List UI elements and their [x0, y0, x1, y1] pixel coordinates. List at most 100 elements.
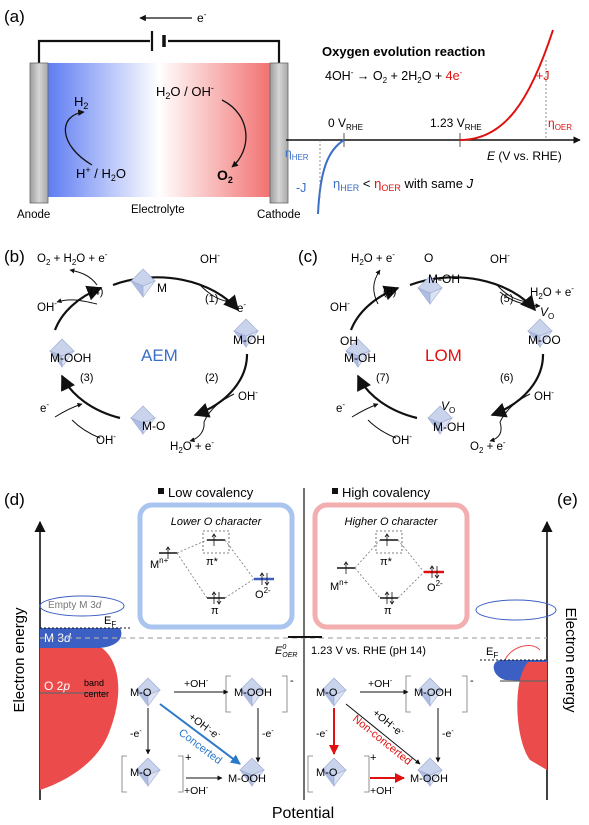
o2p-band-right	[517, 662, 547, 770]
pi-high: π	[384, 605, 392, 617]
plus-charge-right: +	[370, 752, 376, 764]
lom-o2-out-6: O2 + e-	[470, 438, 506, 455]
panel-label-d: (d)	[4, 490, 25, 509]
higher-o-character: Higher O character	[345, 516, 439, 528]
lom-oh-in-8: OH-	[330, 299, 350, 314]
lower-o-character: Lower O character	[171, 516, 263, 528]
lom-vacancy-bottom: VO	[441, 399, 455, 415]
aem-oh-in-1: OH-	[200, 251, 220, 266]
v123-rhe-label: 1.23 VRHE	[430, 116, 482, 132]
empty-m3d-band	[39, 595, 125, 617]
o2p-label: O 2p	[44, 679, 70, 693]
minus-charge-left: -	[290, 675, 294, 687]
y-axis-label-left: Electron energy	[11, 607, 28, 713]
lom-o-top: O	[424, 251, 433, 265]
m3d-label: M 3d	[44, 631, 71, 645]
lom-vacancy-right: VO	[540, 305, 554, 321]
nonconcerted-scheme	[307, 675, 468, 793]
aem-e-out-1: e-	[237, 300, 246, 315]
lom-step-6: (6)	[500, 372, 513, 384]
high-covalency-label: High covalency	[342, 485, 431, 500]
eoer-label: E0 OER	[275, 644, 297, 659]
anode-electrode	[29, 62, 49, 204]
low-cov-bullet	[158, 488, 164, 494]
pi-low: π	[211, 605, 219, 617]
electrolyte-label: Electrolyte	[131, 204, 185, 216]
aem-step-2: (2)	[205, 372, 218, 384]
aem-oh-in-2: OH-	[238, 388, 258, 403]
plus-oh-left-top: +OH-	[184, 678, 209, 690]
aem-cycle	[53, 268, 249, 443]
aem-m-ooh: M-OOH	[50, 351, 91, 365]
mo-start-right: M-O	[316, 687, 338, 699]
m-ion-high: Mn+	[330, 578, 349, 593]
proton-water-label: H+ / H2O	[76, 165, 126, 183]
eta-her-label: ηHER	[285, 146, 309, 162]
lom-e-out-7: e-	[336, 400, 345, 415]
minus-e-right: -e-	[316, 728, 328, 740]
lom-oh-in-7: OH-	[392, 432, 412, 447]
overpotential-comparison: ηHER < ηOER with same J	[333, 176, 474, 193]
hydrogen-cycle-arrow	[64, 109, 93, 166]
lom-oh-in-6: OH-	[534, 388, 554, 403]
plus-oh-right-top: +OH-	[368, 678, 393, 690]
minus-j-label: -J	[296, 181, 306, 195]
aem-m-o: M-O	[142, 419, 165, 433]
aem-oh-in-3: OH-	[96, 432, 116, 447]
high-cov-bullet	[332, 488, 338, 494]
plus-oh-left-bottom: +OH-	[184, 785, 209, 797]
low-covalency-label: Low covalency	[168, 485, 254, 500]
water-hydroxide-label: H2O / OH-	[156, 83, 214, 101]
aem-oh-in-4: OH-	[37, 299, 57, 314]
minus-e-left: -e-	[130, 728, 142, 740]
mo-diagram-low	[159, 530, 274, 605]
mo-start-left: M-O	[130, 687, 152, 699]
mooh-end-left: M-OOH	[228, 773, 266, 785]
minus-e-left-right: -e-	[262, 728, 274, 740]
her-curve	[317, 139, 345, 215]
aem-o2-product: O2 + H2O + e-	[37, 250, 108, 267]
hybridized-tail-right	[504, 645, 541, 661]
plus-charge-left: +	[185, 752, 191, 764]
eta-oer-label: ηOER	[548, 116, 572, 132]
low-covalency-box	[137, 502, 295, 630]
electrolyte-cell	[48, 63, 270, 197]
minus-e-right-right: -e-	[442, 728, 454, 740]
external-circuit: e-	[37, 10, 281, 63]
plus-j-label: +J	[536, 69, 550, 83]
o-ion-high: O2-	[427, 579, 443, 594]
lom-m-oo: M-OO	[528, 333, 561, 347]
oer-title: Oxygen evolution reaction	[322, 44, 485, 59]
ef-right-label: EF	[486, 646, 498, 660]
lom-h2o-out-8: H2O + e-	[351, 250, 395, 267]
aem-step-1: (1)	[205, 293, 218, 305]
band-center-label-2: center	[84, 689, 109, 699]
o2p-band	[40, 648, 119, 790]
pi-star-high: π*	[380, 556, 393, 568]
cathode-electrode	[269, 62, 289, 204]
mo-diagram-high	[337, 530, 444, 605]
plus-oh-right-bottom: +OH-	[370, 785, 395, 797]
mooh-intermediate-left: M-OOH	[234, 687, 272, 699]
x-axis-label: Potential	[272, 805, 334, 822]
zero-rhe-label: 0 VRHE	[328, 116, 363, 132]
aem-step-4: (4)	[90, 286, 103, 298]
lom-m-oh-left: M-OH	[344, 351, 376, 365]
mooh-end-right: M-OOH	[410, 773, 448, 785]
aem-step-3: (3)	[80, 372, 93, 384]
lom-m-oh-top: M-OH	[428, 272, 460, 286]
oxygen-cycle-arrow	[221, 99, 247, 168]
o2-label: O2	[217, 167, 233, 185]
concerted-scheme	[121, 675, 288, 793]
band-center-label-1: band	[84, 678, 104, 688]
panel-label-c: (c)	[298, 247, 318, 266]
h2-label: H2	[74, 94, 88, 111]
empty-m3d-band-right	[475, 599, 557, 621]
aem-e-out-3: e-	[40, 400, 49, 415]
reference-potential-label: 1.23 V vs. RHE (pH 14)	[311, 645, 426, 657]
lom-oh-in-5: OH-	[490, 251, 510, 266]
minus-charge-right: -	[470, 675, 474, 687]
lom-step-7: (7)	[376, 372, 389, 384]
lom-m-oh-bottom: M-OH	[433, 420, 465, 434]
